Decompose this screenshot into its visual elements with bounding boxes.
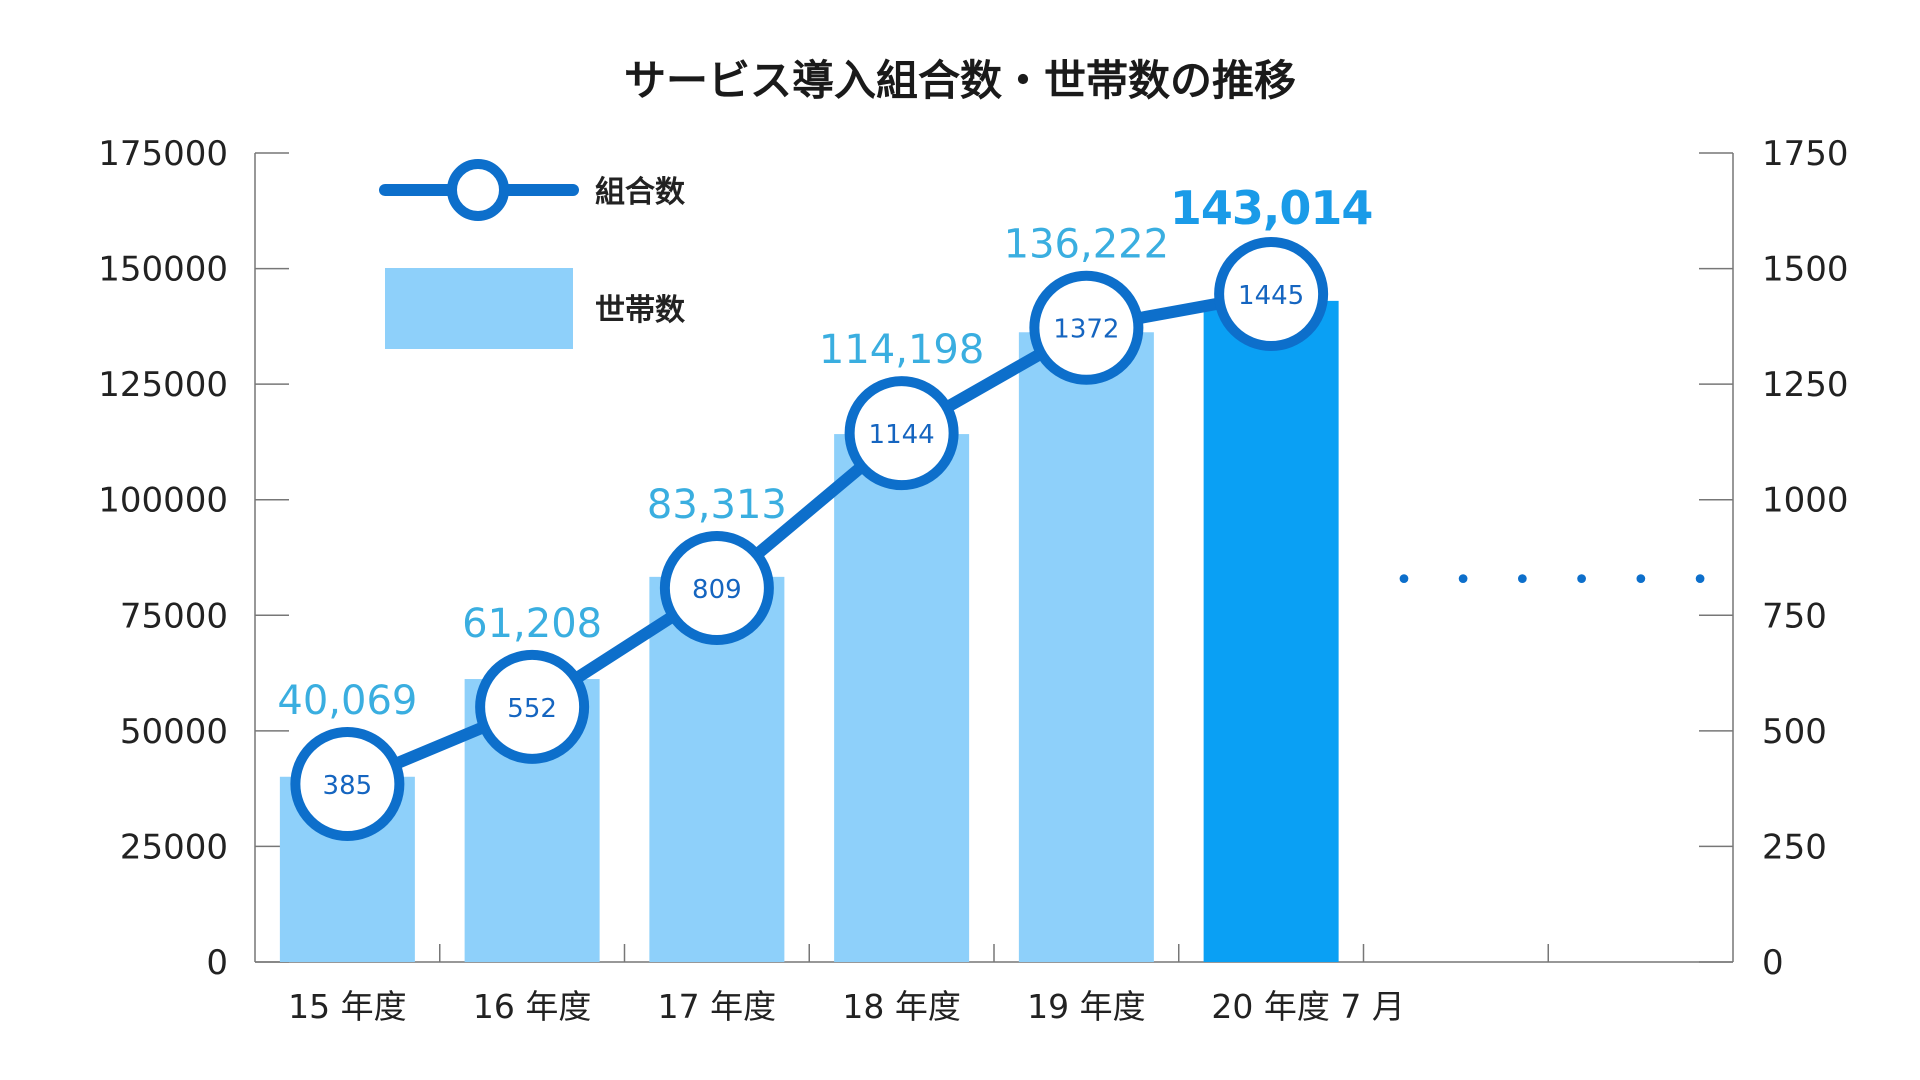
line-point-label: 552 xyxy=(507,694,557,724)
y-left-tick-label: 0 xyxy=(206,943,228,983)
continuation-dots: • • • • • • xyxy=(1395,563,1725,598)
legend-bar-label: 世帯数 xyxy=(595,293,686,328)
y-right-tick-label: 0 xyxy=(1762,943,1784,983)
legend-bar-swatch xyxy=(385,268,573,349)
y-left-tick-label: 150000 xyxy=(98,250,228,290)
y-left-tick-label: 50000 xyxy=(120,712,228,752)
bar-4 xyxy=(834,434,970,962)
line-point-label: 1445 xyxy=(1238,281,1304,311)
line-point-1 xyxy=(290,727,405,842)
y-right-tick-label: 1750 xyxy=(1762,134,1849,174)
bar-value-label: 40,069 xyxy=(277,678,417,724)
y-right-tick-label: 1000 xyxy=(1762,481,1849,521)
legend-line-label: 組合数 xyxy=(595,175,686,210)
legend-line-marker xyxy=(447,159,509,221)
line-point-6 xyxy=(1214,236,1329,351)
bars xyxy=(279,300,1339,963)
x-tick-label: 17 年度 xyxy=(658,987,776,1026)
y-right-tick-label: 1500 xyxy=(1762,250,1849,290)
bar-6 xyxy=(1203,300,1339,962)
x-tick-label: 19 年度 xyxy=(1027,987,1145,1026)
chart-title: サービス導入組合数・世帯数の推移 xyxy=(624,56,1296,105)
y-right-tick-label: 1250 xyxy=(1762,365,1849,405)
y-left-tick-label: 100000 xyxy=(98,481,228,521)
line-point-label: 1372 xyxy=(1053,315,1119,345)
x-tick-label: 15 年度 xyxy=(288,987,406,1026)
x-tick-label: 18 年度 xyxy=(842,987,960,1026)
line-point-4 xyxy=(844,376,959,491)
line-point-2 xyxy=(475,649,590,764)
bar-value-label: 136,222 xyxy=(1004,222,1169,268)
line-layer: 385 552 809 1144 1372 1445 xyxy=(290,236,1329,842)
y-left-tick-label: 25000 xyxy=(120,827,228,867)
bar-value-label: 61,208 xyxy=(462,601,602,647)
bar-5 xyxy=(1018,332,1154,963)
axes: 0 25000 50000 75000 100000 125000 150000 175000… xyxy=(98,134,1848,983)
line-point-label: 809 xyxy=(692,575,742,605)
y-right-tick-label: 250 xyxy=(1762,827,1827,867)
y-left-tick-label: 175000 xyxy=(98,134,228,174)
bar-value-label: 83,313 xyxy=(647,482,787,528)
bar-value-label: 114,198 xyxy=(819,327,984,373)
x-labels: 15 年度 16 年度 17 年度 18 年度 19 年度 20 年度 7 月 xyxy=(288,987,1405,1026)
x-tick-label: 16 年度 xyxy=(473,987,591,1026)
y-left-tick-label: 75000 xyxy=(120,596,228,636)
line-point-3 xyxy=(659,531,774,646)
y-right-tick-label: 500 xyxy=(1762,712,1827,752)
line-point-label: 385 xyxy=(323,771,373,801)
y-left-tick-label: 125000 xyxy=(98,365,228,405)
bar-value-label: 143,014 xyxy=(1170,181,1373,235)
x-tick-label: 20 年度 7 月 xyxy=(1211,987,1404,1026)
y-right-tick-label: 750 xyxy=(1762,596,1827,636)
line-point-label: 1144 xyxy=(869,420,935,450)
line-point-5 xyxy=(1029,270,1144,385)
